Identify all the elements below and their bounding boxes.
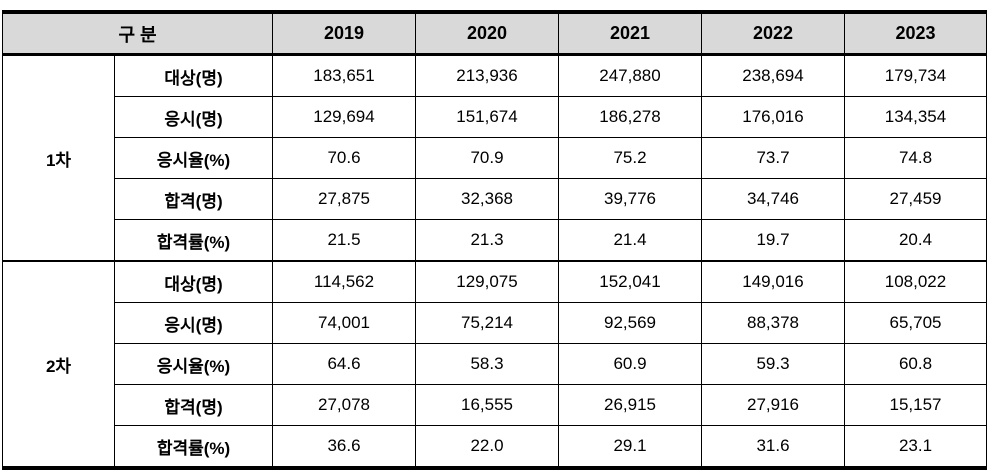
value-cell: 36.6 bbox=[272, 425, 416, 469]
row-label-cell: 합격(명) bbox=[114, 178, 273, 220]
year-header-cell: 2022 bbox=[701, 11, 845, 56]
value-cell: 186,278 bbox=[558, 96, 702, 138]
table-row: 1차 대상(명) 183,651 213,936 247,880 238,694 179,7… bbox=[2, 54, 987, 262]
value-cell: 22.0 bbox=[415, 425, 559, 469]
value-cell: 183,651 bbox=[272, 54, 416, 97]
value-cell: 88,378 bbox=[701, 302, 845, 344]
row-label-cell: 대상(명) bbox=[114, 54, 273, 97]
table-row: 합격(명) 27,875 32,368 39,776 34,746 27,459 bbox=[3, 178, 987, 220]
row-label-cell: 합격률(%) bbox=[114, 425, 273, 469]
row-label-cell: 응시율(%) bbox=[114, 343, 273, 385]
table-body: 1차 대상(명) 183,651 213,936 247,880 238,694 179,7… bbox=[2, 54, 987, 469]
row-label-cell: 응시(명) bbox=[114, 96, 273, 138]
group-header-cell: 구 분 bbox=[2, 11, 273, 56]
value-cell: 73.7 bbox=[701, 137, 845, 179]
row-label-cell: 합격률(%) bbox=[114, 219, 273, 262]
value-cell: 70.9 bbox=[415, 137, 559, 179]
value-cell: 74,001 bbox=[272, 302, 416, 344]
value-cell: 151,674 bbox=[415, 96, 559, 138]
value-cell: 70.6 bbox=[272, 137, 416, 179]
table-row: 합격(명) 27,078 16,555 26,915 27,916 15,157 bbox=[3, 384, 987, 426]
table-row: 응시율(%) 70.6 70.9 75.2 73.7 74.8 bbox=[3, 137, 987, 179]
row-label-cell: 대상(명) bbox=[114, 260, 273, 303]
year-header-cell: 2020 bbox=[415, 11, 559, 56]
value-cell: 32,368 bbox=[415, 178, 559, 220]
value-cell: 152,041 bbox=[558, 260, 702, 303]
value-cell: 74.8 bbox=[844, 137, 987, 179]
value-cell: 20.4 bbox=[844, 219, 987, 262]
value-cell: 27,875 bbox=[272, 178, 416, 220]
value-cell: 58.3 bbox=[415, 343, 559, 385]
table-row: 응시(명) 74,001 75,214 92,569 88,378 65,705 bbox=[3, 302, 987, 344]
value-cell: 129,694 bbox=[272, 96, 416, 138]
group-cell: 2차 bbox=[2, 260, 115, 469]
value-cell: 134,354 bbox=[844, 96, 987, 138]
table-row: 응시(명) 129,694 151,674 186,278 176,016 134,354 bbox=[3, 96, 987, 138]
value-cell: 75.2 bbox=[558, 137, 702, 179]
value-cell: 26,915 bbox=[558, 384, 702, 426]
value-cell: 21.4 bbox=[558, 219, 702, 262]
value-cell: 65,705 bbox=[844, 302, 987, 344]
value-cell: 75,214 bbox=[415, 302, 559, 344]
value-cell: 29.1 bbox=[558, 425, 702, 469]
value-cell: 60.9 bbox=[558, 343, 702, 385]
value-cell: 213,936 bbox=[415, 54, 559, 97]
value-cell: 21.5 bbox=[272, 219, 416, 262]
value-cell: 92,569 bbox=[558, 302, 702, 344]
value-cell: 108,022 bbox=[844, 260, 987, 303]
value-cell: 27,459 bbox=[844, 178, 987, 220]
header-row: 구 분 2019 2020 2021 2022 2023 bbox=[2, 11, 987, 56]
row-label-cell: 합격(명) bbox=[114, 384, 273, 426]
value-cell: 238,694 bbox=[701, 54, 845, 97]
value-cell: 64.6 bbox=[272, 343, 416, 385]
row-label-cell: 응시율(%) bbox=[114, 137, 273, 179]
year-header-cell: 2023 bbox=[844, 11, 987, 56]
value-cell: 27,078 bbox=[272, 384, 416, 426]
value-cell: 15,157 bbox=[844, 384, 987, 426]
value-cell: 247,880 bbox=[558, 54, 702, 97]
value-cell: 179,734 bbox=[844, 54, 987, 97]
group-cell: 1차 bbox=[2, 54, 115, 262]
value-cell: 114,562 bbox=[272, 260, 416, 303]
value-cell: 27,916 bbox=[701, 384, 845, 426]
value-cell: 31.6 bbox=[701, 425, 845, 469]
value-cell: 149,016 bbox=[701, 260, 845, 303]
table-row: 2차 대상(명) 114,562 129,075 152,041 149,016 108,0… bbox=[2, 260, 987, 469]
value-cell: 129,075 bbox=[415, 260, 559, 303]
table-row: 합격률(%) 21.5 21.3 21.4 19.7 20.4 bbox=[3, 219, 987, 262]
value-cell: 39,776 bbox=[558, 178, 702, 220]
value-cell: 60.8 bbox=[844, 343, 987, 385]
year-header-cell: 2021 bbox=[558, 11, 702, 56]
value-cell: 16,555 bbox=[415, 384, 559, 426]
value-cell: 19.7 bbox=[701, 219, 845, 262]
table-row: 합격률(%) 36.6 22.0 29.1 31.6 23.1 bbox=[3, 425, 987, 469]
exam-statistics-table: 구 분 2019 2020 2021 2022 2023 1차 대상(명) 183,651 2… bbox=[2, 10, 987, 470]
value-cell: 59.3 bbox=[701, 343, 845, 385]
table-row: 응시율(%) 64.6 58.3 60.9 59.3 60.8 bbox=[3, 343, 987, 385]
row-label-cell: 응시(명) bbox=[114, 302, 273, 344]
value-cell: 176,016 bbox=[701, 96, 845, 138]
value-cell: 23.1 bbox=[844, 425, 987, 469]
year-header-cell: 2019 bbox=[272, 11, 416, 56]
value-cell: 34,746 bbox=[701, 178, 845, 220]
value-cell: 21.3 bbox=[415, 219, 559, 262]
